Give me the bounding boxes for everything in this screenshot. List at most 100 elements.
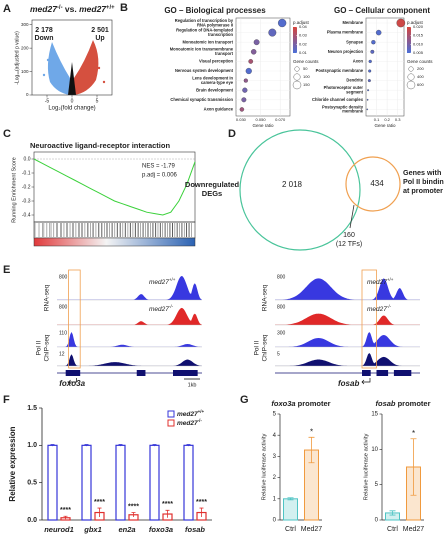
term-label: Chemical synaptic transmission [170,97,233,102]
x-tick-label: 0.1 [374,117,380,122]
legend-tick-label: 0.005 [413,50,424,55]
legend-name: med27 [177,420,198,427]
panel-label: A [3,3,11,15]
track-scale: 800 [59,274,68,280]
bar [81,444,92,521]
panel-label: B [120,2,128,14]
tss-arrow [68,378,77,385]
go-dot [239,107,245,112]
legend-size-label: 100 [303,74,310,79]
panel-title: Neuroactive ligand-receptor interaction [30,141,170,150]
coverage-track [275,313,420,325]
term-label: Nervous system development [175,68,234,73]
x-tick-label: 0.070 [275,117,286,122]
legend-size-label: 400 [417,74,424,79]
x-tick-label: en2a [118,525,135,534]
color-bar [407,27,411,53]
legend-size [408,66,414,72]
bar [183,444,194,521]
error-bar [410,438,417,496]
highlight-box [361,269,377,369]
y-tick-label: 4 [273,433,277,439]
y-tick-label: 100 [21,69,29,74]
y-tick-label: 1 [273,496,277,502]
y-tick-label: -0.1 [22,170,31,176]
plot-title: GO – Biological processes [164,6,266,15]
tss-arrow [361,378,371,385]
dot [97,66,101,70]
panel-label: G [240,394,249,406]
x-axis-label: Gene ratio [374,123,396,128]
go-dot [243,78,248,83]
significance: **** [94,499,105,506]
go-dot [370,49,375,54]
chart-title: foxo3a promoter [271,399,330,408]
y-tick-label: 0.0 [24,156,31,162]
genotype: -/- [169,304,174,309]
legend-size [292,80,302,90]
gene-name: med27 [149,279,169,286]
go-dot [366,108,369,111]
x-tick-label: gbx1 [83,525,102,534]
legend-tick-label: 0.010 [413,41,424,46]
term-label: segment [346,89,363,94]
y-axis-label: Relative luciferase activity [262,434,268,501]
term-label: Monoatomic ion transmembrane [170,47,234,52]
panel-label: E [3,264,10,276]
term-label: transport [215,51,234,56]
gene-name: med27 [30,4,58,14]
term-label: RNA polymerase II [197,22,233,27]
exon [136,370,146,376]
legend-name: med27 [177,411,198,418]
genotype: -/- [387,304,392,309]
x-tick-label: Med27 [403,526,425,533]
go-dot [375,29,382,36]
assay-label: Pol II [36,340,43,355]
y-tick-label: -0.3 [22,198,31,204]
dot [42,73,46,77]
legend-swatch [167,410,175,418]
legend-tick-label: 0.015 [413,33,424,38]
nes-label: NES = -1.79 [142,164,176,170]
up-count: 2 501 [91,27,109,34]
x-tick-label: fosab [185,525,205,534]
legend-size [406,80,416,90]
title-text: promoter [296,399,331,408]
term-label: camera-type eye [201,80,234,85]
panel-label: D [228,128,236,140]
set-label: DEGs [202,189,222,198]
chart-title: fosab promoter [375,399,430,408]
error-bar [389,510,396,516]
y-tick-label: 0.0 [27,517,37,524]
scale-bar-label: 1kb [188,382,197,388]
significance: **** [196,499,207,506]
go-dot [241,97,247,103]
error-bar [152,444,157,447]
significance: * [412,429,415,438]
term-label: Plasma membrane [327,30,364,35]
legend-tick-label: 0.04 [299,24,308,29]
panel-label: C [3,128,11,140]
significance: **** [162,501,173,508]
color-bar [293,27,297,53]
plot-title: GO – Cellular component [334,6,430,15]
coverage-track [275,353,420,366]
track-scale: 800 [59,304,68,310]
exon [393,370,412,376]
set-count: 2 018 [282,180,303,189]
significance: **** [60,507,71,514]
y-tick-label: 3 [273,454,277,460]
down-cloud [47,42,70,95]
bar [283,498,298,521]
x-tick-label: neurod1 [44,525,74,534]
x-tick-label: foxo3a [149,525,173,534]
term-label: Axon guidance [204,106,234,111]
y-tick-label: 1.0 [27,442,37,449]
term-label: Lens development in [192,75,233,80]
term-label: Dendrite [346,78,363,83]
panel-title: med27-/- vs. med27+/+ [30,4,115,14]
legend-size-label: 600 [417,82,424,87]
y-axis-label: Relative expression [8,426,17,501]
legend-tick-label: 0.03 [299,33,308,38]
legend-size-label: 200 [417,66,424,71]
